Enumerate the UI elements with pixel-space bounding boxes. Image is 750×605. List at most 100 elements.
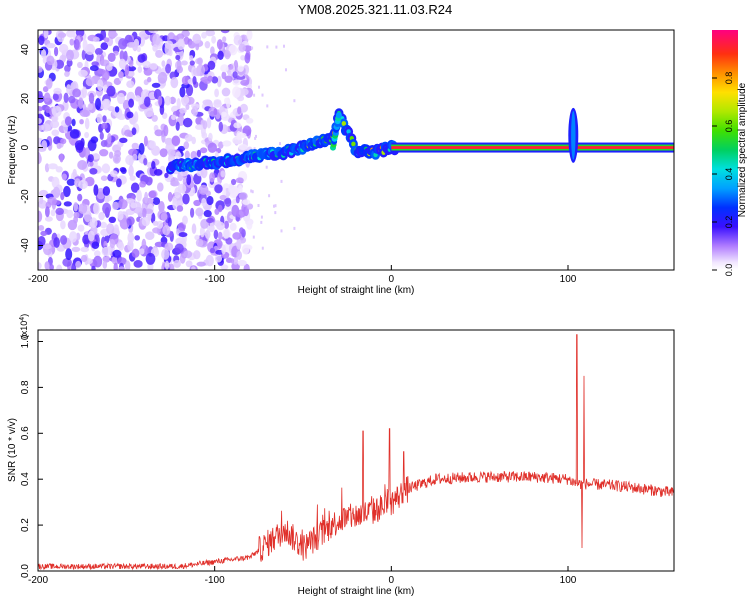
noise-cell (123, 50, 128, 62)
noise-cell (233, 34, 243, 46)
snr-x-tick-label: -200 (28, 575, 48, 586)
noise-cell (42, 244, 52, 250)
noise-cell (117, 210, 124, 221)
noise-cell (132, 153, 138, 161)
noise-cell (45, 206, 50, 218)
noise-cell (230, 186, 239, 198)
noise-cell (117, 241, 125, 251)
snr-x-axis-label: Height of straight line (km) (298, 586, 415, 597)
spectrogram-x-ticks: -200 -100 0 100 (28, 265, 577, 285)
noise-cell (112, 201, 120, 210)
noise-cell (44, 261, 50, 270)
noise-cell (114, 106, 120, 113)
burst-core (571, 110, 576, 160)
noise-cell (149, 62, 158, 70)
noise-cell (223, 229, 230, 239)
noise-speck (293, 226, 296, 230)
noise-cell (221, 71, 227, 80)
noise-cell (71, 246, 81, 253)
spectrogram-y-ticks: -40 -20 0 20 40 (20, 44, 43, 253)
noise-cell (155, 49, 164, 58)
noise-cell (38, 236, 46, 247)
spectrogram-x-tick-label: -100 (205, 274, 225, 285)
noise-cell (39, 189, 48, 197)
noise-cell (38, 262, 42, 270)
noise-cell (108, 31, 118, 38)
noise-cell (190, 207, 195, 218)
noise-cell (170, 181, 180, 187)
noise-cell (51, 129, 60, 137)
snr-y-tick-label: 0.8 (20, 380, 31, 394)
noise-cell (138, 142, 145, 155)
noise-cell (44, 92, 51, 102)
noise-cell (211, 35, 217, 44)
noise-cell (54, 46, 59, 57)
noise-cell (233, 139, 243, 145)
snr-x-tick-label: 0 (389, 575, 395, 586)
noise-cell (152, 44, 158, 52)
noise-cell (73, 201, 79, 212)
noise-cell (150, 212, 156, 224)
noise-cell (71, 262, 77, 270)
noise-cell (102, 186, 111, 196)
noise-cell (131, 127, 137, 136)
noise-cell (100, 30, 107, 40)
noise-cell (220, 30, 230, 34)
noise-cell (174, 243, 184, 254)
noise-cell (216, 75, 222, 88)
noise-cell (142, 60, 151, 68)
noise-cell (241, 244, 250, 255)
noise-cell (40, 230, 48, 237)
noise-cell (151, 82, 161, 88)
noise-cell (51, 105, 62, 117)
noise-speck (273, 204, 275, 208)
noise-cell (148, 30, 159, 34)
noise-cell (205, 30, 216, 37)
noise-cell (77, 193, 83, 202)
noise-cell (239, 227, 244, 235)
noise-cell (81, 49, 86, 61)
noise-speck (266, 104, 269, 108)
noise-cell (144, 96, 151, 108)
noise-cell (152, 227, 161, 234)
noise-speck (266, 45, 269, 49)
noise-speck (274, 204, 277, 208)
noise-cell (119, 50, 125, 61)
noise-cell (46, 77, 53, 89)
noise-cell (162, 225, 171, 236)
noise-cell (99, 131, 104, 140)
colorbar-tick-label: 0.4 (724, 168, 734, 181)
noise-cell (239, 103, 248, 113)
noise-cell (133, 111, 139, 123)
noise-cell (93, 184, 99, 196)
noise-cell (213, 100, 222, 108)
noise-cell (233, 122, 242, 129)
noise-cell (98, 212, 105, 221)
noise-cell (63, 123, 68, 134)
noise-cell (48, 163, 58, 170)
noise-cell (189, 60, 195, 66)
noise-cell (134, 86, 143, 98)
colorbar-gradient (712, 30, 738, 270)
noise-cell (65, 248, 73, 261)
noise-cell (38, 35, 45, 46)
noise-cell (236, 130, 242, 141)
noise-cell (113, 262, 118, 270)
noise-speck (275, 45, 278, 49)
noise-cell (205, 254, 214, 267)
noise-cell (108, 216, 117, 223)
noise-cell (231, 262, 240, 270)
snr-y-tick-label: 0.6 (20, 426, 31, 440)
noise-cell (118, 71, 124, 79)
noise-cell (141, 238, 147, 251)
noise-cell (176, 65, 183, 74)
noise-cell (214, 184, 223, 194)
noise-cell (193, 250, 201, 260)
noise-cell (42, 86, 49, 93)
noise-cell (188, 40, 196, 49)
noise-cell (66, 178, 76, 186)
noise-cell (52, 186, 61, 199)
noise-speck (257, 204, 260, 207)
noise-cell (158, 201, 165, 213)
